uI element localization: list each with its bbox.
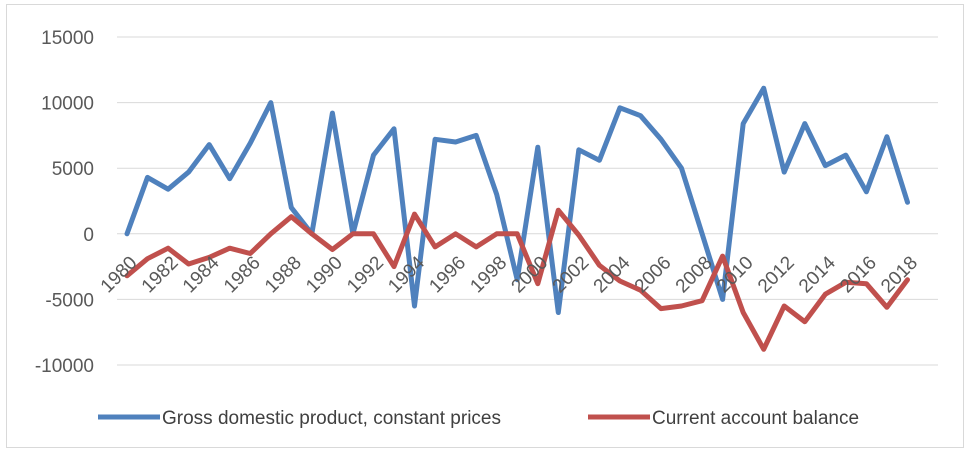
x-tick-label: 1986 — [220, 252, 265, 297]
x-tick-label: 2012 — [754, 252, 799, 297]
series-line-1 — [124, 85, 910, 315]
y-tick-label: 0 — [83, 225, 94, 246]
y-axis-tick-labels: -10000 -5000 0 5000 10000 15000 — [35, 28, 94, 377]
series-line-2 — [124, 207, 910, 352]
y-tick-label: 5000 — [52, 159, 94, 180]
x-tick-label: 1996 — [425, 252, 470, 297]
legend-label-2: Current account balance — [652, 408, 859, 429]
legend: Gross domestic product, constant prices C… — [98, 408, 859, 429]
y-tick-label: 15000 — [41, 28, 94, 49]
x-tick-label: 1992 — [343, 252, 388, 297]
y-tick-label: 10000 — [41, 94, 94, 115]
x-axis-tick-labels: 1980198219841986198819901992199419961998… — [97, 252, 922, 297]
series-lines — [124, 85, 910, 352]
x-tick-label: 1980 — [97, 252, 142, 297]
y-tick-label: -10000 — [35, 356, 94, 377]
x-tick-label: 1988 — [261, 252, 306, 297]
gridlines — [117, 36, 938, 366]
x-tick-label: 1998 — [466, 252, 511, 297]
x-tick-label: 1990 — [302, 252, 347, 297]
legend-label-1: Gross domestic product, constant prices — [162, 408, 501, 429]
chart-frame — [6, 4, 964, 448]
y-tick-label: -5000 — [45, 290, 94, 311]
